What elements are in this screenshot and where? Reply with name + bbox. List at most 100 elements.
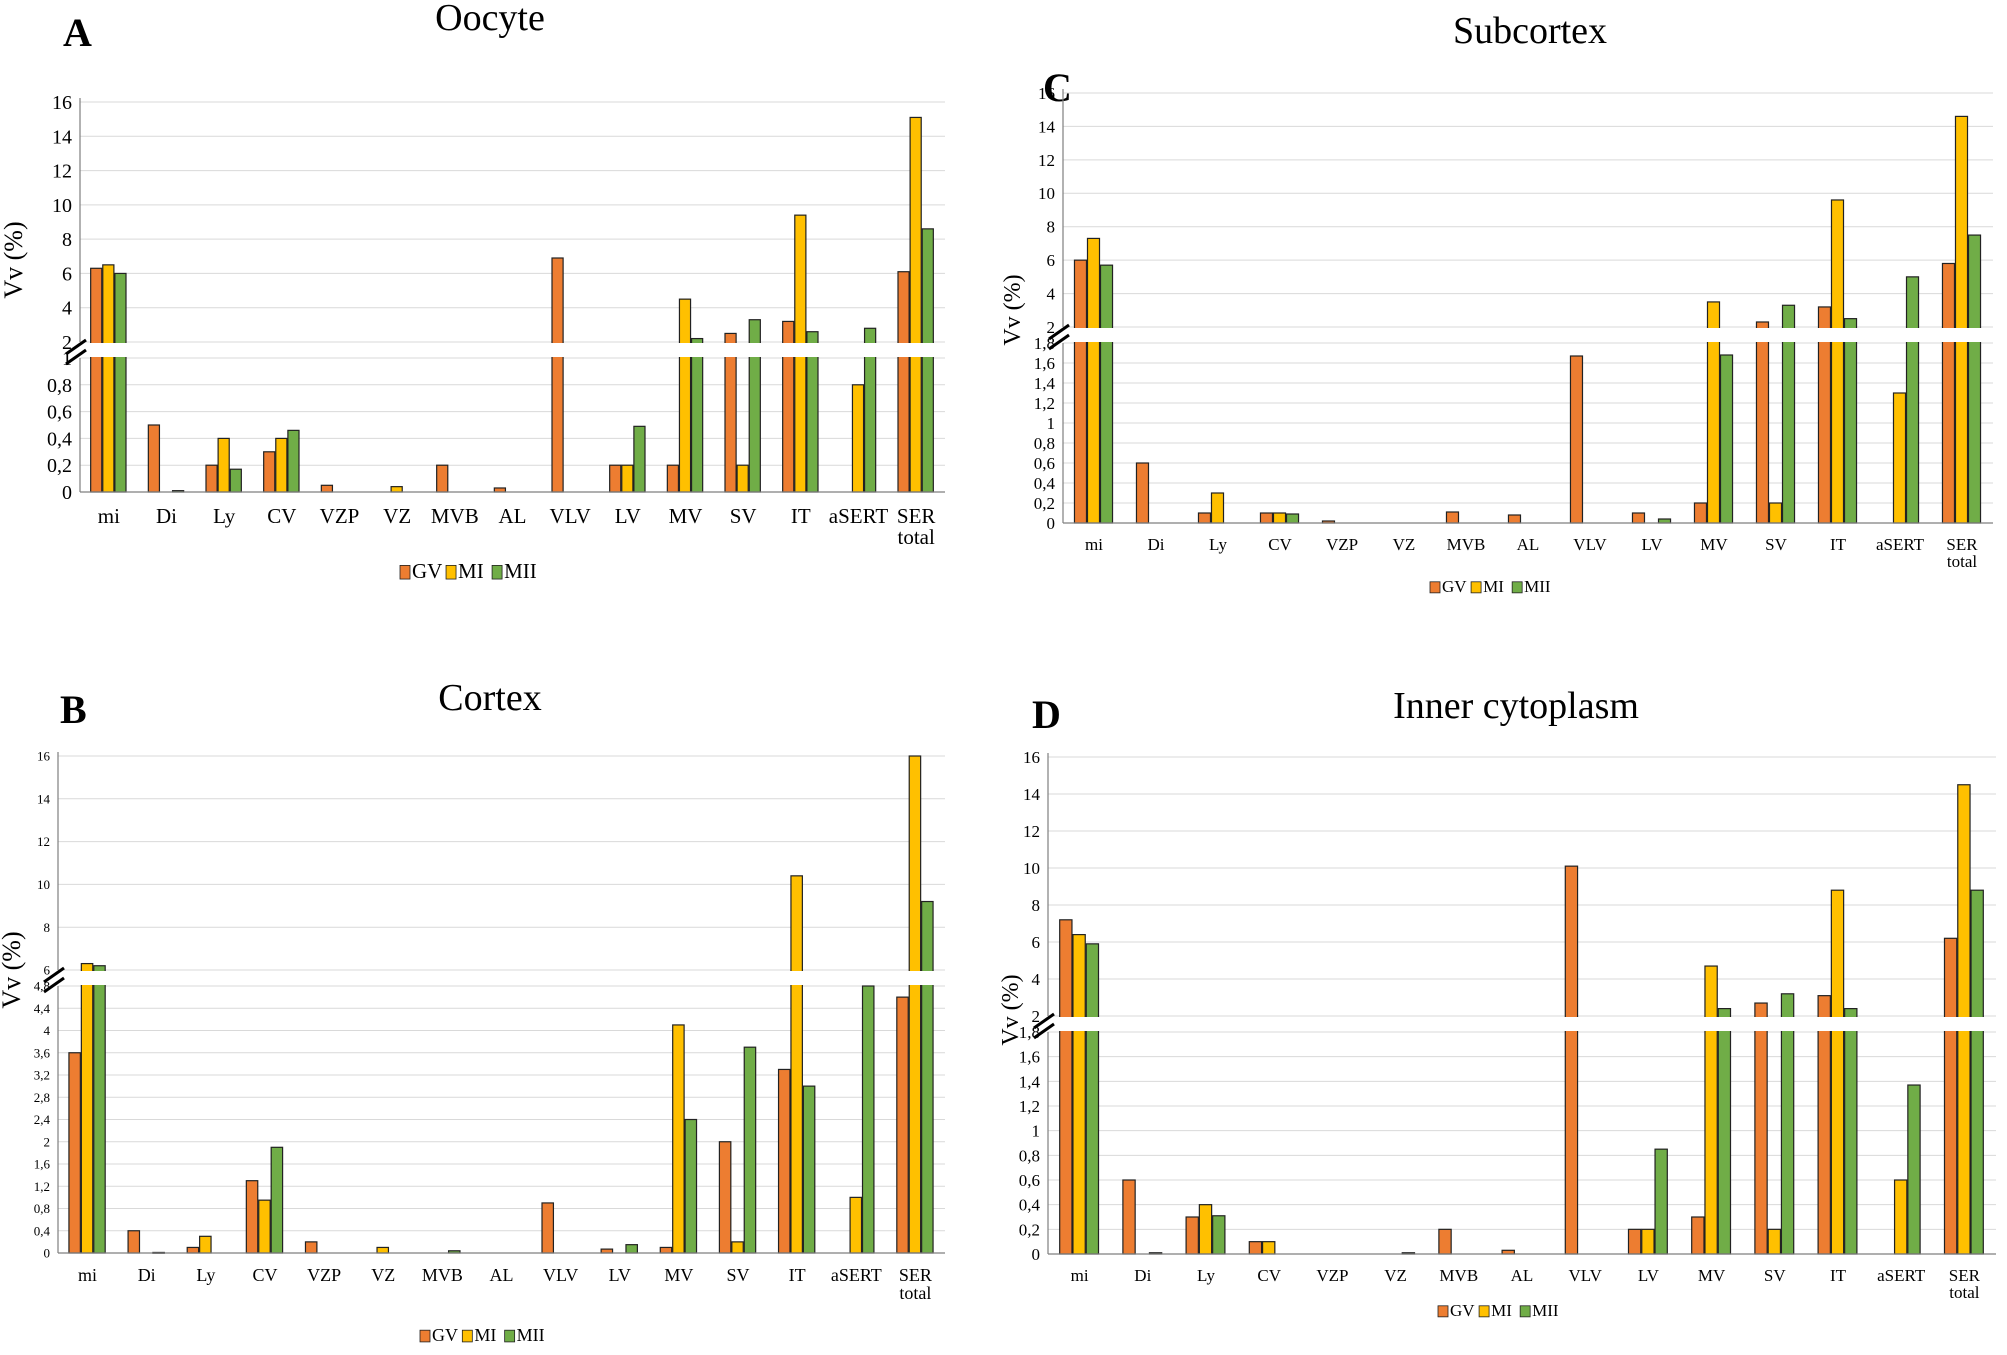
bar-mii: [1285, 513, 1300, 524]
y-tick-label: 2: [44, 1134, 51, 1149]
y-tick-label: 4: [1032, 970, 1041, 989]
y-tick-label: 2: [62, 332, 72, 354]
axis-break-mark: [65, 338, 87, 356]
legend-swatch-gv: [399, 565, 411, 580]
y-tick-label: 3,2: [34, 1068, 50, 1083]
axis-break-mark: [65, 348, 87, 366]
legend-label-gv: GV: [1450, 1301, 1475, 1320]
legend-label-mii: MII: [504, 559, 537, 583]
y-axis-label: Vv (%): [0, 221, 28, 298]
bar-gv: [1122, 1179, 1136, 1255]
x-tick-label: mi: [98, 504, 120, 528]
x-tick-label: SER total: [1946, 535, 1978, 571]
x-tick-label: VLV: [1569, 1266, 1603, 1285]
x-tick-label: AL: [1517, 535, 1540, 554]
bar-gv: [1631, 512, 1646, 524]
bar-mi: [849, 1196, 863, 1254]
bar-mii: [1719, 354, 1734, 524]
chart-panel-a: A Oocyte 0 0,2 0,4 0,6 0,8 12 4 6 8 10 12 14 16 Vv (%) m…: [0, 0, 949, 583]
x-tick-label: AL: [1511, 1266, 1534, 1285]
chart-title: Subcortex: [1453, 10, 1607, 52]
x-tick-label: SER total: [1949, 1266, 1981, 1302]
x-tick-label: AL: [490, 1265, 514, 1285]
x-tick-label: Ly: [213, 504, 236, 528]
bar-mi: [678, 298, 692, 493]
y-tick-label: 8: [1032, 896, 1041, 915]
bar-mi: [1198, 1204, 1213, 1255]
bar-mi: [199, 1235, 212, 1254]
bar-mii: [921, 228, 934, 493]
bar-mii: [921, 900, 934, 1254]
bar-gv: [205, 464, 218, 493]
bar-gv: [1754, 1002, 1768, 1255]
y-tick-label: 14: [1023, 785, 1041, 804]
y-tick-label: 1,4: [1019, 1072, 1041, 1091]
x-tick-label: SER total: [899, 1265, 932, 1303]
bar-mi: [1272, 512, 1287, 524]
y-tick-label: 0,6: [1034, 454, 1055, 473]
y-tick-label: 0,2: [47, 455, 72, 477]
y-tick-label: 12: [1023, 822, 1040, 841]
bar-mii: [93, 965, 106, 1254]
bar-gv: [1941, 262, 1956, 524]
bar-gv: [1564, 865, 1579, 1255]
y-axis-label: Vv (%): [0, 931, 26, 1008]
bar-mi: [1261, 1241, 1276, 1255]
y-tick-label: 4: [1047, 285, 1056, 304]
bar-mi: [1768, 502, 1783, 524]
legend-label-gv: GV: [1442, 577, 1467, 596]
y-tick-label: 14: [1038, 117, 1056, 136]
bar-gv: [1185, 1216, 1199, 1255]
x-tick-label: VZP: [320, 504, 360, 528]
x-tick-label: MVB: [422, 1265, 463, 1285]
bar-mii: [861, 985, 875, 1254]
chart-panel-b: B Cortex00,40,81,21,622,42,83,23,644,44,8…: [0, 677, 949, 1345]
x-tick-label: VZP: [307, 1265, 341, 1285]
bar-mi: [258, 1199, 271, 1254]
y-tick-label: 2: [1032, 1007, 1041, 1026]
y-tick-label: 4: [44, 1023, 51, 1038]
bar-mii: [1085, 943, 1100, 1255]
y-tick-label: 0,4: [1019, 1196, 1041, 1215]
bar-mii: [1717, 1007, 1732, 1255]
y-tick-label: 14: [52, 126, 72, 148]
y-tick-label: 6: [1047, 251, 1056, 270]
bar-gv: [724, 332, 737, 493]
bar-gv: [1059, 919, 1073, 1255]
x-tick-label: Di: [156, 504, 177, 528]
bar-mi: [1210, 492, 1225, 524]
bar-gv: [304, 1241, 318, 1254]
legend-swatch-mii: [491, 565, 503, 580]
legend-swatch-mii: [1511, 581, 1523, 594]
y-tick-label: 0,8: [47, 375, 72, 397]
bar-gv: [127, 1230, 141, 1254]
y-tick-label: 16: [37, 749, 51, 764]
bar-gv: [1507, 514, 1522, 524]
bar-gv: [245, 1180, 259, 1254]
x-tick-label: MVB: [1439, 1266, 1478, 1285]
y-tick-label: 12: [1038, 151, 1055, 170]
bar-gv: [68, 1052, 81, 1254]
legend: GV MI MII: [1437, 1301, 1559, 1320]
bar-mi: [736, 464, 749, 493]
legend: GV MI MII: [419, 1325, 545, 1345]
bar-mi: [217, 437, 230, 493]
x-tick-label: SV: [1765, 535, 1787, 554]
bar-mi: [909, 116, 922, 493]
bar-mi: [908, 755, 922, 1254]
x-tick-label: VZ: [1384, 1266, 1407, 1285]
axis-break-band: [76, 343, 949, 357]
bar-mi: [672, 1024, 685, 1254]
y-tick-label: 8: [62, 229, 72, 251]
y-tick-label: 10: [1023, 859, 1040, 878]
axis-break-mark: [1033, 1022, 1055, 1040]
bar-mi: [1830, 199, 1845, 524]
y-tick-label: 1,2: [34, 1179, 50, 1194]
bar-gv: [1569, 355, 1584, 524]
legend-swatch-gv: [419, 1329, 431, 1343]
x-tick-label: MV: [664, 1265, 693, 1285]
x-tick-label: CV: [267, 504, 296, 528]
x-tick-label: SV: [730, 504, 757, 528]
axis-break-band: [1044, 1017, 2000, 1031]
